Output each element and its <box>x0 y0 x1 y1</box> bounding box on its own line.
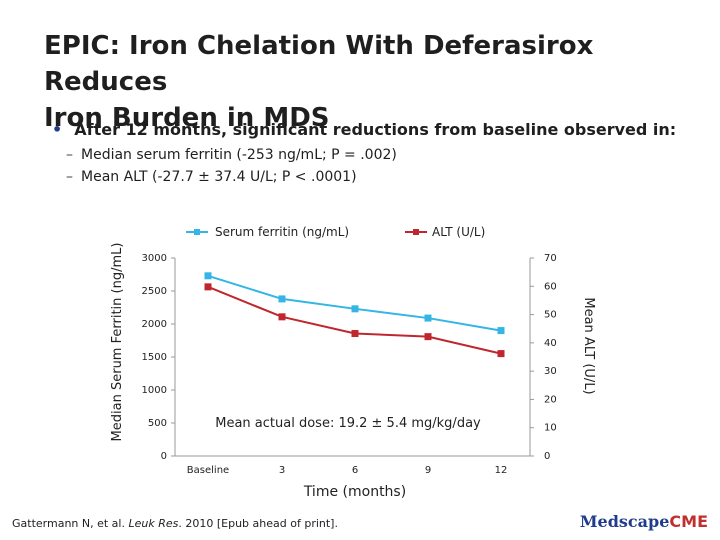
data-point-0 <box>497 327 505 335</box>
data-point-0 <box>351 305 359 313</box>
y-tick-label-left: 3000 <box>142 253 167 264</box>
data-point-1 <box>497 350 505 358</box>
legend-marker <box>413 229 419 235</box>
logo-cme: CME <box>669 512 708 531</box>
dash-icon: – <box>66 169 73 185</box>
y-tick-label-right: 70 <box>544 253 557 264</box>
slide-title: EPIC: Iron Chelation With Deferasirox Re… <box>44 28 694 136</box>
y-tick-label-left: 2000 <box>142 319 167 330</box>
legend-marker <box>194 229 200 235</box>
citation-authors: Gattermann N, et al. <box>12 517 129 530</box>
x-tick-label: Baseline <box>187 465 229 476</box>
dose-annotation: Mean actual dose: 19.2 ± 5.4 mg/kg/day <box>215 416 481 431</box>
y-tick-label-left: 500 <box>148 418 167 429</box>
y-axis-label-left: Median Serum Ferritin (ng/mL) <box>110 243 125 442</box>
sub-bullet-alt-text: Mean ALT (-27.7 ± 37.4 U/L; P < .0001) <box>81 169 357 185</box>
bullet-dot-icon: • <box>52 120 63 139</box>
logo-medscape: Medscape <box>579 512 670 531</box>
citation-journal: Leuk Res <box>128 517 179 530</box>
series-line-1 <box>207 285 502 355</box>
y-tick-label-right: 50 <box>544 310 557 321</box>
y-tick-label-left: 0 <box>161 451 167 462</box>
citation-rest: . 2010 [Epub ahead of print]. <box>178 517 338 530</box>
series-line-0 <box>207 274 502 332</box>
x-tick-label: 12 <box>495 465 508 476</box>
data-point-1 <box>278 313 286 321</box>
y-axis-label-right: Mean ALT (U/L) <box>581 297 596 394</box>
y-tick-label-right: 40 <box>544 338 557 349</box>
data-point-1 <box>351 330 359 338</box>
y-tick-label-left: 1500 <box>142 352 167 363</box>
data-point-0 <box>204 272 212 280</box>
dash-icon: – <box>66 147 73 163</box>
slide-title-line1: EPIC: Iron Chelation With Deferasirox Re… <box>44 31 594 97</box>
y-tick-label-left: 2500 <box>142 286 167 297</box>
x-tick-label: 3 <box>279 465 285 476</box>
y-tick-label-left: 1000 <box>142 385 167 396</box>
x-axis-label: Time (months) <box>303 484 406 500</box>
sub-bullet-ferritin: – Median serum ferritin (-253 ng/mL; P = … <box>66 145 712 165</box>
data-point-1 <box>204 283 212 291</box>
data-point-0 <box>424 314 432 322</box>
sub-bullet-alt: – Mean ALT (-27.7 ± 37.4 U/L; P < .0001) <box>66 167 712 187</box>
data-point-1 <box>424 333 432 341</box>
data-point-0 <box>278 295 286 303</box>
bullet-main: • After 12 months, significant reductions… <box>52 120 712 139</box>
x-tick-label: 6 <box>352 465 358 476</box>
slide-title-line2: Iron Burden in MDS <box>44 103 330 133</box>
legend-label: Serum ferritin (ng/mL) <box>215 225 349 239</box>
y-tick-label-right: 10 <box>544 423 557 434</box>
medscape-logo: MedscapeCME <box>580 512 708 531</box>
x-tick-label: 9 <box>425 465 431 476</box>
y-tick-label-right: 0 <box>544 451 550 462</box>
citation: Gattermann N, et al. Leuk Res. 2010 [Epu… <box>12 517 338 530</box>
bullet-list: • After 12 months, significant reductions… <box>52 120 712 187</box>
bullet-main-text: After 12 months, significant reductions … <box>74 120 677 139</box>
legend-label: ALT (U/L) <box>432 225 485 239</box>
line-chart: 0 500 1000 1500 2000 2500 3000 0 10 20 30 40 50 60 70 B… <box>110 225 596 500</box>
y-tick-label-right: 60 <box>544 281 557 292</box>
y-tick-label-right: 30 <box>544 366 557 377</box>
y-tick-label-right: 20 <box>544 394 557 405</box>
sub-bullet-ferritin-text: Median serum ferritin (-253 ng/mL; P = .… <box>81 147 397 163</box>
